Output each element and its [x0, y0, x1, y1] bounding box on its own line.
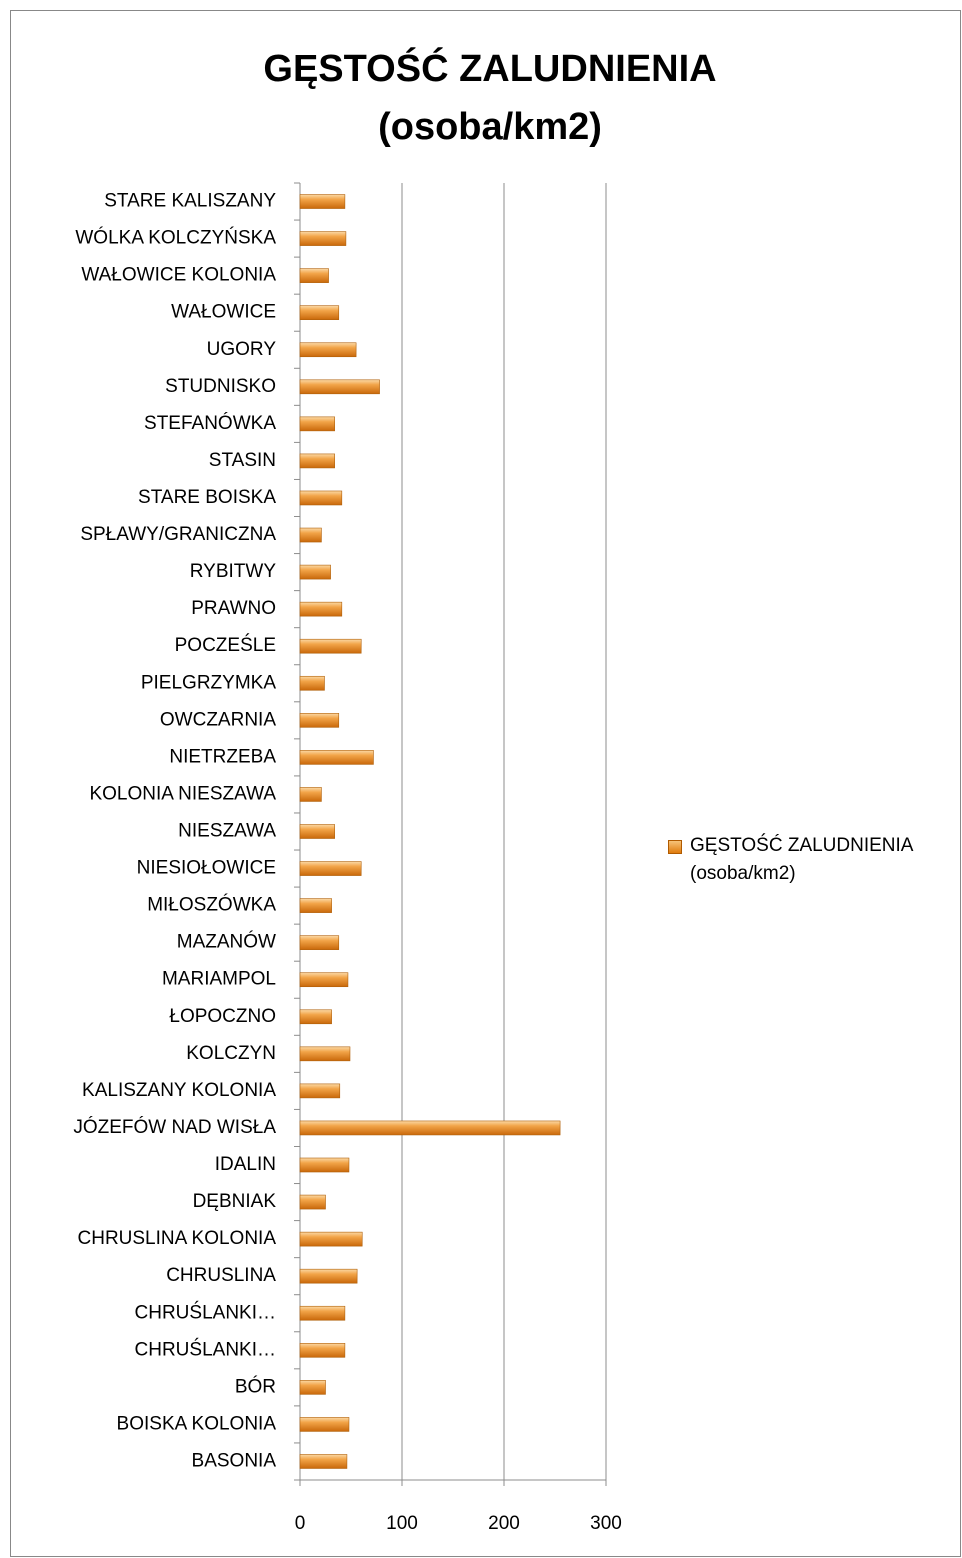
bar: [299, 601, 343, 617]
bar: [299, 750, 374, 765]
y-tick-label: BÓR: [235, 1375, 276, 1397]
bar: [299, 898, 332, 913]
bar: [299, 1343, 346, 1358]
bar: [299, 935, 340, 950]
bar: [299, 713, 340, 728]
bar: [299, 1268, 358, 1284]
y-tick-label: STUDNISKO: [165, 376, 276, 397]
bar: [299, 1046, 351, 1062]
bar: [299, 861, 362, 876]
bar: [299, 824, 335, 839]
y-tick-label: STASIN: [209, 450, 276, 471]
y-tick-label: IDALIN: [215, 1154, 276, 1175]
bar: [299, 268, 329, 283]
bar: [299, 379, 380, 395]
x-tick-label: 200: [488, 1513, 520, 1534]
y-tick-label: WAŁOWICE: [171, 302, 276, 323]
bar: [299, 1083, 341, 1099]
y-tick-label: STARE KALISZANY: [104, 191, 276, 212]
chart-frame: [10, 10, 961, 1557]
bar: [299, 1380, 326, 1395]
y-tick-label: BOISKA KOLONIA: [117, 1413, 277, 1434]
y-tick-label: KOLCZYN: [186, 1043, 276, 1064]
bar: [299, 564, 331, 580]
bar: [299, 1454, 348, 1469]
legend-swatch: [668, 840, 682, 854]
x-tick-label: 300: [590, 1513, 622, 1534]
legend: GĘSTOŚĆ ZALUDNIENIA (osoba/km2): [668, 832, 958, 888]
y-tick-label: POCZEŚLE: [175, 634, 276, 656]
bar: [299, 527, 322, 543]
bar: [299, 305, 340, 321]
bar: [299, 972, 349, 988]
bar: [299, 1231, 363, 1247]
y-tick-label: MARIAMPOL: [162, 969, 276, 990]
y-tick-label: WÓLKA KOLCZYŃSKA: [75, 227, 276, 249]
bar: [299, 453, 335, 469]
chart-title: GĘSTOŚĆ ZALUDNIENIA (osoba/km2): [263, 48, 717, 148]
bar: [299, 675, 325, 691]
bar: [299, 1009, 332, 1025]
y-tick-label: JÓZEFÓW NAD WISŁA: [73, 1116, 276, 1138]
y-tick-label: NIETRZEBA: [169, 746, 276, 767]
x-tick-label: 0: [295, 1513, 306, 1534]
y-tick-label: UGORY: [207, 339, 277, 360]
bar: [299, 1157, 350, 1173]
y-tick-label: BASONIA: [192, 1450, 277, 1471]
x-tick-label: 100: [386, 1513, 418, 1534]
y-tick-label: PIELGRZYMKA: [141, 672, 276, 693]
y-tick-label: STARE BOISKA: [138, 487, 276, 508]
bar: [299, 638, 362, 654]
bar: [299, 1194, 326, 1210]
y-tick-label: CHRUŚLANKI…: [135, 1301, 276, 1323]
y-tick-label: OWCZARNIA: [160, 709, 276, 730]
y-tick-label: STEFANÓWKA: [144, 412, 276, 434]
bar: [299, 1417, 350, 1432]
y-tick-label: WAŁOWICE KOLONIA: [81, 265, 276, 286]
y-tick-label: DĘBNIAK: [193, 1191, 277, 1212]
y-tick-label: RYBITWY: [190, 561, 277, 582]
y-tick-label: KOLONIA NIESZAWA: [89, 783, 276, 804]
bar: [299, 342, 357, 358]
y-tick-label: MAZANÓW: [177, 931, 276, 953]
y-tick-label: MIŁOSZÓWKA: [147, 894, 276, 916]
y-tick-label: ŁOPOCZNO: [169, 1006, 276, 1027]
bar: [299, 1120, 561, 1136]
y-tick-label: NIESZAWA: [178, 821, 276, 842]
bar: [299, 1305, 346, 1321]
y-tick-label: CHRUŚLANKI…: [135, 1338, 276, 1360]
y-tick-label: SPŁAWY/GRANICZNA: [80, 524, 276, 545]
y-tick-label: NIESIOŁOWICE: [137, 858, 276, 879]
bar: [299, 490, 343, 506]
y-tick-label: CHRUSLINA KOLONIA: [78, 1228, 277, 1249]
y-tick-label: KALISZANY KOLONIA: [82, 1080, 276, 1101]
legend-label: GĘSTOŚĆ ZALUDNIENIA (osoba/km2): [690, 835, 913, 884]
bar: [299, 231, 347, 246]
bar: [299, 194, 346, 209]
bar: [299, 416, 335, 432]
y-tick-label: PRAWNO: [191, 598, 276, 619]
bar: [299, 787, 322, 802]
y-tick-label: CHRUSLINA: [166, 1265, 276, 1286]
